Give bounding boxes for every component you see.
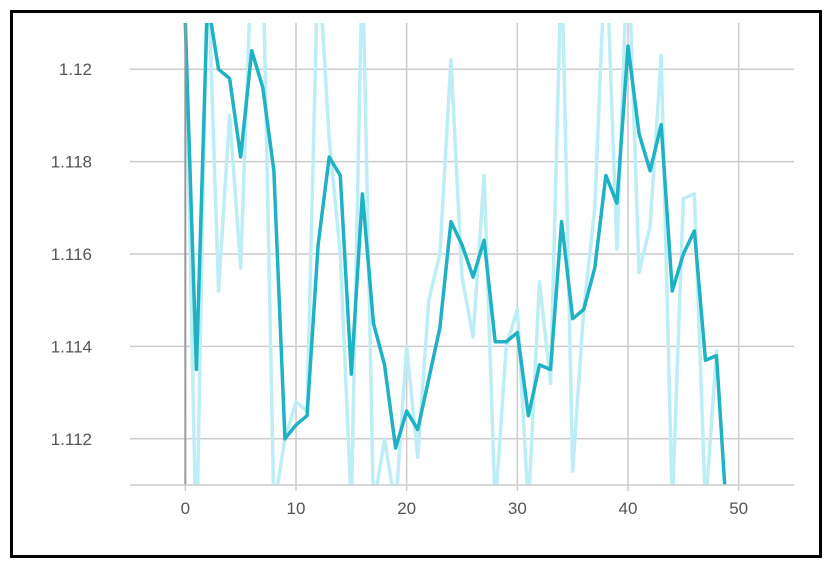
y-tick-label: 1.112 bbox=[51, 430, 92, 449]
series-line-raw bbox=[183, 23, 719, 485]
series-lines bbox=[183, 23, 727, 485]
grid-lines bbox=[130, 23, 794, 485]
x-tick-label: 0 bbox=[181, 499, 190, 518]
y-tick-label: 1.118 bbox=[51, 153, 92, 172]
chart-frame: 0 10 20 30 40 50 1.112 1.114 1.116 1.118 1.12 bbox=[10, 10, 822, 558]
x-tick-label: 50 bbox=[729, 499, 748, 518]
y-tick-label: 1.12 bbox=[59, 60, 92, 79]
y-tick-label: 1.114 bbox=[51, 337, 92, 356]
x-tick-label: 20 bbox=[397, 499, 416, 518]
line-chart: 0 10 20 30 40 50 1.112 1.114 1.116 1.118 1.12 bbox=[51, 23, 794, 518]
x-tick-label: 10 bbox=[287, 499, 306, 518]
x-tick-label: 30 bbox=[508, 499, 527, 518]
y-tick-label: 1.116 bbox=[51, 245, 92, 264]
x-tick-label: 40 bbox=[619, 499, 638, 518]
tick-labels: 0 10 20 30 40 50 1.112 1.114 1.116 1.118 1.12 bbox=[51, 60, 748, 518]
series-line-smoothed bbox=[183, 23, 727, 485]
axes bbox=[130, 23, 794, 491]
